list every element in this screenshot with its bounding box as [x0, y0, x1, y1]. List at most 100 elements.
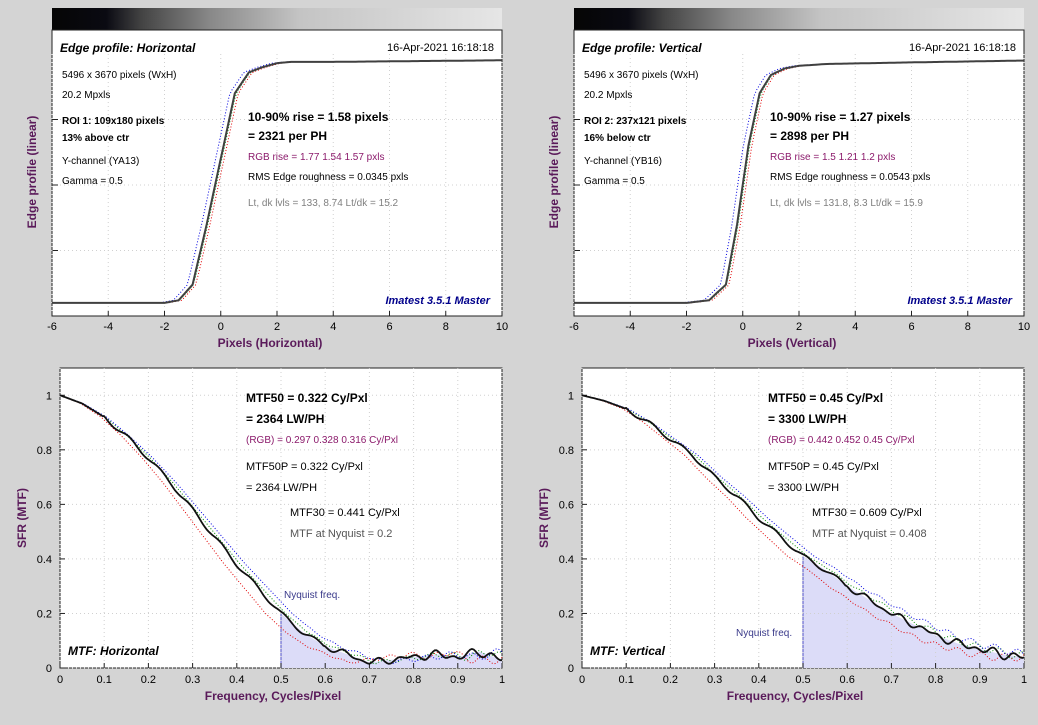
y-tick-label: 0.4 — [37, 554, 52, 566]
x-tick-label: 0.7 — [362, 674, 377, 686]
x-axis-label: Frequency, Cycles/Pixel — [727, 689, 864, 703]
mtf-curve — [581, 394, 1025, 661]
mtf-ticks: 0 0.1 0.2 0.3 0.4 0.5 0.6 0.7 0.8 0.9 1 0 0.2 0.4 0.6 0… — [37, 390, 505, 686]
y-tick-label: 0 — [568, 663, 574, 675]
y-axis-label: SFR (MTF) — [537, 488, 551, 548]
y-axis-label: SFR (MTF) — [15, 488, 29, 548]
x-tick-label: 0.8 — [928, 674, 943, 686]
panel-title: Edge profile: Horizontal — [60, 41, 196, 55]
mtf-curves — [59, 394, 503, 665]
edge-curves — [574, 59, 1025, 304]
x-axis-label: Frequency, Cycles/Pixel — [205, 689, 342, 703]
mtf-curves — [581, 394, 1025, 662]
info-line: 20.2 Mpxls — [62, 90, 110, 101]
x-tick-label: -4 — [103, 321, 113, 333]
mtf30-text: MTF30 = 0.609 Cy/Pxl — [812, 507, 922, 519]
lwph-p-text: = 3300 LW/PH — [768, 482, 839, 494]
y-tick-label: 1 — [46, 390, 52, 402]
nyquist-mtf-text: MTF at Nyquist = 0.2 — [290, 528, 392, 540]
x-tick-label: 0.2 — [663, 674, 678, 686]
panel-title: Edge profile: Vertical — [582, 41, 702, 55]
info-line: Y-channel (YA13) — [62, 156, 139, 167]
x-tick-label: 6 — [386, 321, 392, 333]
y-tick-label: 0.8 — [37, 445, 52, 457]
mtf-vertical-panel: 0 0.1 0.2 0.3 0.4 0.5 0.6 0.7 0.8 0.9 1 0 0.2 0.4 0.6 0… — [537, 367, 1027, 703]
y-tick-label: 1 — [568, 390, 574, 402]
nyquist-label: Nyquist freq. — [736, 628, 792, 639]
x-tick-label: 0 — [740, 321, 746, 333]
x-tick-label: 0.3 — [707, 674, 722, 686]
x-tick-label: 6 — [908, 321, 914, 333]
rgb-rise-text: RGB rise = 1.77 1.54 1.57 pxls — [248, 152, 384, 163]
rise-text: 10-90% rise = 1.58 pixels — [248, 110, 389, 124]
mtf-panel-label: MTF: Horizontal — [68, 644, 159, 658]
brand-text: Imatest 3.5.1 Master — [907, 295, 1012, 307]
x-tick-label: 10 — [1018, 321, 1030, 333]
edge-profile-line — [52, 59, 502, 304]
info-line: Gamma = 0.5 — [62, 176, 123, 187]
x-tick-label: 0.4 — [229, 674, 244, 686]
x-tick-label: 2 — [796, 321, 802, 333]
mtf50p-text: MTF50P = 0.322 Cy/Pxl — [246, 461, 363, 473]
y-tick-label: 0.2 — [559, 608, 574, 620]
rms-text: RMS Edge roughness = 0.0345 pxls — [248, 172, 408, 183]
levels-text: Lt, dk lvls = 131.8, 8.3 Lt/dk = 15.9 — [770, 198, 923, 209]
brand-text: Imatest 3.5.1 Master — [385, 295, 490, 307]
x-tick-label: -2 — [160, 321, 170, 333]
x-tick-label: 0.5 — [273, 674, 288, 686]
info-line: ROI 2: 237x121 pixels — [584, 116, 687, 127]
x-tick-label: -2 — [682, 321, 692, 333]
info-line: 16% below ctr — [584, 133, 651, 144]
x-tick-label: 0 — [218, 321, 224, 333]
mtf-panel-label: MTF: Vertical — [590, 644, 666, 658]
mtf-horizontal-panel: 0 0.1 0.2 0.3 0.4 0.5 0.6 0.7 0.8 0.9 1 0 0.2 0.4 0.6 0… — [15, 367, 505, 703]
mtf50-text: MTF50 = 0.322 Cy/Pxl — [246, 391, 368, 405]
y-axis-label: Edge profile (linear) — [547, 116, 561, 229]
y-tick-label: 0.6 — [37, 499, 52, 511]
y-tick-label: 0.4 — [559, 554, 574, 566]
levels-text: Lt, dk lvls = 133, 8.74 Lt/dk = 15.2 — [248, 198, 399, 209]
x-tick-label: 0.9 — [450, 674, 465, 686]
edge-curves — [52, 59, 502, 304]
x-tick-label: 0.9 — [972, 674, 987, 686]
mtf50p-text: MTF50P = 0.45 Cy/Pxl — [768, 461, 879, 473]
mtf30-text: MTF30 = 0.441 Cy/Pxl — [290, 507, 400, 519]
rgb-rise-text: RGB rise = 1.5 1.21 1.2 pxls — [770, 152, 895, 163]
nyquist-area — [281, 613, 502, 668]
x-axis-label: Pixels (Vertical) — [748, 336, 837, 350]
info-line: 20.2 Mpxls — [584, 90, 632, 101]
x-tick-label: 4 — [852, 321, 858, 333]
x-axis-label: Pixels (Horizontal) — [218, 336, 323, 350]
edge-horizontal-panel: -6 -4 -2 0 2 4 6 8 10 Edge profile: Horizontal 1… — [25, 8, 508, 350]
y-tick-label: 0.6 — [559, 499, 574, 511]
lwph-text: = 2364 LW/PH — [246, 412, 324, 426]
mtf-ticks: 0 0.1 0.2 0.3 0.4 0.5 0.6 0.7 0.8 0.9 1 0 0.2 0.4 0.6 0… — [559, 390, 1027, 686]
lwph-text: = 3300 LW/PH — [768, 412, 846, 426]
rgb-mtf50-text: (RGB) = 0.442 0.452 0.45 Cy/Pxl — [768, 435, 914, 446]
x-tick-label: 0.6 — [318, 674, 333, 686]
edge-strip-image — [52, 8, 502, 30]
nyquist-label: Nyquist freq. — [284, 590, 340, 601]
x-tick-label: -6 — [569, 321, 579, 333]
info-line: ROI 1: 109x180 pixels — [62, 116, 165, 127]
x-tick-label: 1 — [1021, 674, 1027, 686]
edge-x-ticks: -6 -4 -2 0 2 4 6 8 10 — [47, 311, 508, 333]
y-axis-label: Edge profile (linear) — [25, 116, 39, 229]
x-tick-label: 0.6 — [840, 674, 855, 686]
mtf50-text: MTF50 = 0.45 Cy/Pxl — [768, 391, 883, 405]
rms-text: RMS Edge roughness = 0.0543 pxls — [770, 172, 930, 183]
timestamp: 16-Apr-2021 16:18:18 — [909, 42, 1016, 54]
x-tick-label: 0.1 — [619, 674, 634, 686]
x-tick-label: 8 — [443, 321, 449, 333]
x-tick-label: 0 — [579, 674, 585, 686]
per-ph-text: = 2321 per PH — [248, 129, 327, 143]
edge-plot-area — [51, 29, 503, 317]
x-tick-label: 0.1 — [97, 674, 112, 686]
x-tick-label: 0.3 — [185, 674, 200, 686]
red-channel-line — [59, 394, 503, 665]
mtf-curve — [59, 394, 502, 665]
info-line: 5496 x 3670 pixels (WxH) — [584, 70, 699, 81]
info-line: Y-channel (YB16) — [584, 156, 662, 167]
edge-grid — [51, 54, 503, 316]
